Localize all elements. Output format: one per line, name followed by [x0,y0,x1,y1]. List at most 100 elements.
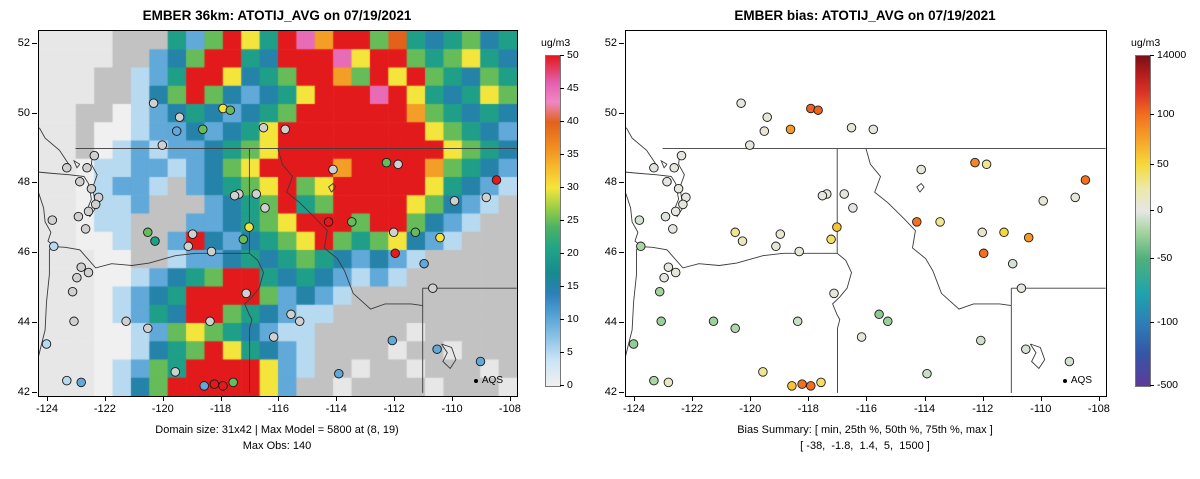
station-point [737,236,748,246]
station-point [1023,232,1034,243]
station-point [669,163,679,173]
bias-map-overlay [626,98,1106,393]
station-point [47,215,58,225]
station-point [286,309,296,320]
station-point [883,316,893,327]
station-point [817,190,828,201]
station-point [198,124,208,135]
station-point [708,316,719,327]
model-map-panel: EMBER 36km: ATOTIJ_AVG on 07/19/2021 AQS… [17,8,579,452]
station-point [636,241,646,252]
station-point [76,262,86,272]
bias-caption-line2: [ -38, -1.8, 1.4, 5, 1500 ] [800,440,930,452]
station-point [663,377,674,388]
station-point [150,236,160,246]
station-point [228,377,238,388]
station-point [449,196,460,206]
station-point [393,159,403,170]
station-point [62,163,72,173]
station-point [174,112,185,122]
station-point [218,381,228,391]
model-map-plot: AQS [38,30,518,397]
station-point [121,316,131,327]
station-point [792,316,803,327]
station-point [62,375,72,386]
station-point [238,234,249,245]
aqs-legend-label: AQS [1070,375,1092,386]
station-point [225,105,236,115]
station-point [244,222,254,232]
station-point [771,241,781,252]
station-point [76,377,86,388]
station-point [209,379,220,389]
station-point [663,262,674,272]
station-point [83,267,94,278]
station-point [328,164,338,175]
station-point [758,367,768,377]
station-point [294,316,305,327]
station-point [83,206,94,217]
station-point [730,323,740,334]
station-point [69,316,79,327]
station-point [390,248,400,259]
station-point [82,163,92,173]
station-point [678,199,688,210]
station-point [874,309,884,320]
aqs-dot-icon [1062,378,1067,383]
station-point [199,381,209,391]
aqs-legend: AQS [473,375,503,386]
station-point [670,267,681,278]
station-point [334,368,344,379]
station-point [1064,356,1075,367]
station-point [649,163,659,173]
station-point [922,368,932,379]
station-point [659,272,669,283]
model-map-title: EMBER 36km: ATOTIJ_AVG on 07/19/2021 [142,8,412,23]
station-point [676,150,687,161]
station-point [1070,192,1080,203]
station-point [229,190,240,201]
station-point [736,98,746,108]
station-point [387,335,398,346]
model-caption-line2: Max Obs: 140 [242,440,312,452]
station-point [148,98,159,108]
station-point [143,323,153,334]
station-point [846,122,857,133]
station-point [832,222,842,232]
station-point [89,150,100,161]
bias-colorbar [1135,55,1151,387]
station-point [381,157,392,168]
station-point [829,288,839,299]
station-point [916,164,926,175]
station-point [72,272,82,283]
station-point [999,227,1009,238]
station-point [668,224,678,234]
station-point [143,227,153,238]
station-point [970,157,980,168]
station-point [157,140,168,150]
station-point [868,124,879,135]
station-point [848,203,858,213]
station-point [171,126,182,136]
station-point [628,339,639,349]
station-point [432,344,442,354]
station-point [258,122,269,133]
station-point [49,241,59,252]
station-point [654,286,665,297]
aqs-dot-icon [473,378,478,383]
station-point [976,335,986,346]
station-point [388,227,399,238]
station-point [730,227,740,238]
station-point [662,176,672,187]
station-point [978,248,989,259]
station-point [205,316,215,327]
station-point [670,206,681,217]
station-point [206,246,217,257]
station-point [816,377,826,388]
station-point [762,112,772,122]
station-point [935,217,945,227]
station-point [90,199,101,210]
station-point [1038,196,1048,206]
station-point [981,159,992,170]
bias-map-title: EMBER bias: ATOTIJ_AVG on 07/19/2021 [734,8,996,23]
